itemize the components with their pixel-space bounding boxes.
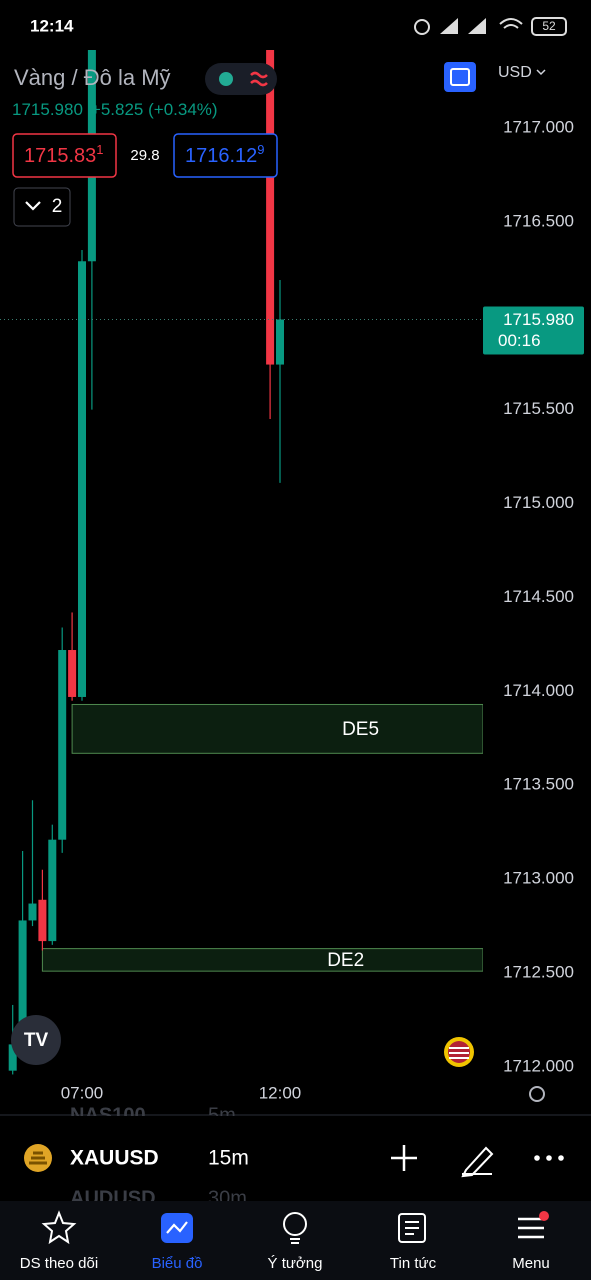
axes: 1717.0001716.5001716.0001715.5001715.000…	[61, 117, 584, 1102]
tv-logo[interactable]	[11, 1015, 61, 1065]
ideas-icon-base	[290, 1238, 300, 1244]
nav-labels: DS theo dõi Biểu đồ Ý tưởng Tin tức Menu	[20, 1255, 550, 1272]
zone-label: DE5	[342, 719, 379, 740]
zone-label: DE2	[327, 950, 364, 971]
status-time: 12:14	[30, 16, 74, 35]
nav-label[interactable]: Tin tức	[390, 1255, 437, 1272]
symbol-bar	[0, 1116, 591, 1200]
bid: 1715.83	[24, 145, 96, 167]
candle-body	[78, 261, 86, 697]
current-price-label: 1715.980	[503, 310, 574, 329]
y-tick-label: 1713.500	[503, 775, 574, 794]
gold-bars	[29, 1151, 47, 1165]
spread: 29.8	[130, 147, 159, 164]
layers-toggle[interactable]	[13, 187, 71, 227]
y-tick-label: 1714.000	[503, 681, 574, 700]
symbol[interactable]: XAUUSD	[70, 1147, 159, 1170]
news-lines	[405, 1221, 419, 1235]
y-tick-label: 1712.500	[503, 963, 574, 982]
candle-body	[38, 899, 47, 942]
ideas-icon	[283, 1212, 307, 1236]
bid-price: 1715.831	[24, 142, 104, 167]
candle-body	[276, 319, 284, 365]
add-button[interactable]	[391, 1145, 417, 1171]
ask: 1716.12	[185, 145, 257, 167]
nav-label[interactable]: Menu	[512, 1255, 550, 1272]
market-open-dot	[219, 72, 233, 86]
candle-body	[8, 1044, 17, 1071]
market-status[interactable]	[205, 63, 277, 95]
candle-body	[68, 650, 77, 697]
fullscreen-button[interactable]	[444, 62, 476, 92]
candle-body	[266, 50, 275, 365]
bid-sup: 1	[96, 142, 103, 157]
fullscreen-icon	[450, 68, 470, 86]
watchlist-icon	[41, 1210, 77, 1245]
ask-sup: 9	[257, 142, 264, 157]
zone	[71, 703, 483, 754]
flag-stripes	[449, 1047, 469, 1059]
zone	[41, 948, 483, 972]
countdown: 00:16	[498, 331, 541, 350]
candle-body	[48, 839, 57, 942]
price-change: +5.825 (+0.34%)	[91, 100, 218, 119]
settings-icon[interactable]	[529, 1086, 545, 1102]
nav-label[interactable]: DS theo dõi	[20, 1255, 98, 1272]
ask-price: 1716.129	[185, 142, 265, 167]
nav-label[interactable]: Biểu đồ	[152, 1255, 203, 1272]
symbol-name: Vàng / Đô la Mỹ	[14, 65, 171, 90]
more-button[interactable]	[534, 1155, 564, 1161]
last-price: 1715.980	[12, 100, 83, 119]
status-icons	[414, 17, 567, 36]
interval[interactable]: 15m	[208, 1147, 249, 1170]
chevron	[25, 201, 41, 211]
candle-body	[18, 920, 27, 1045]
currency[interactable]: USD	[498, 64, 532, 81]
battery-level: 52	[542, 19, 556, 33]
nav-label[interactable]: Ý tưởng	[268, 1255, 323, 1272]
menu-icon	[518, 1217, 544, 1239]
sell-button[interactable]	[12, 133, 117, 178]
nav-bar	[0, 1201, 591, 1280]
currency-chevron	[536, 69, 546, 76]
candle-body	[58, 650, 67, 840]
chart-icon-line	[166, 1221, 188, 1234]
header-price: 1715.980 +5.825 (+0.34%)	[12, 100, 218, 119]
y-tick-label: 1716.500	[503, 211, 574, 230]
y-tick-label: 1712.000	[503, 1056, 574, 1075]
menu-badge	[539, 1211, 549, 1221]
buy-button[interactable]	[173, 133, 278, 178]
delay-icon	[250, 71, 268, 87]
y-tick-label: 1715.500	[503, 399, 574, 418]
x-tick-label: 07:00	[61, 1083, 104, 1102]
draw-button[interactable]	[461, 1146, 494, 1178]
y-tick-label: 1714.500	[503, 587, 574, 606]
current-price-tag	[483, 306, 584, 355]
y-tick-label: 1713.000	[503, 869, 574, 888]
y-tick-label: 1717.000	[503, 117, 574, 136]
candle-body	[28, 903, 37, 921]
tv-logo-mark: TV	[24, 1030, 49, 1051]
layers-count: 2	[52, 196, 63, 217]
news-icon	[398, 1213, 426, 1243]
x-tick-label: 12:00	[259, 1083, 302, 1102]
y-tick-label: 1715.000	[503, 493, 574, 512]
